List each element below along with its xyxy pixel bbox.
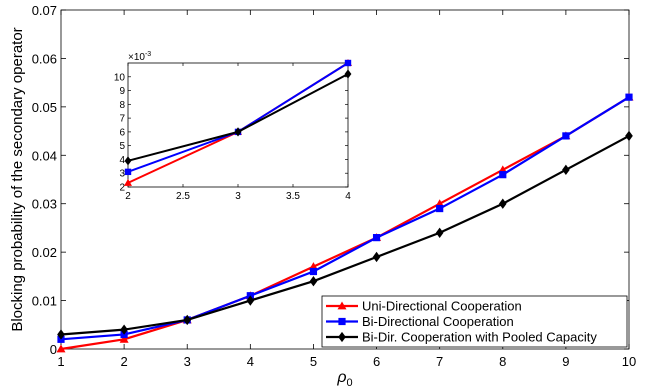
inset-y-tick-label: 5: [119, 141, 125, 152]
axis-labels: Blocking probability of the secondary op…: [9, 27, 353, 387]
data-point: [183, 314, 192, 326]
x-tick-label: 6: [373, 354, 380, 369]
x-tick-label: 7: [436, 354, 443, 369]
data-point: [120, 324, 128, 335]
data-point: [625, 93, 633, 101]
inset-x-tick-label: 2.5: [176, 191, 190, 202]
series-line: [60, 96, 630, 351]
data-point: [436, 204, 444, 213]
data-point: [56, 344, 66, 353]
inset-series-diamond: [124, 69, 352, 166]
inset-x-tick-label: 3.5: [286, 191, 300, 202]
legend: Uni-Directional CooperationBi-Directiona…: [321, 295, 628, 348]
x-tick-label: 4: [247, 354, 254, 369]
x-tick-label: 1: [57, 354, 64, 369]
y-tick-label: 0.01: [32, 294, 57, 309]
inset-y-tick-label: 7: [119, 114, 125, 125]
data-point: [246, 295, 255, 306]
y-tick-label: 0: [50, 342, 57, 357]
data-point: [119, 334, 129, 343]
series-diamond: [57, 130, 633, 340]
x-axis-label: ρ0: [336, 369, 352, 387]
inset-x-tick-label: 4: [345, 191, 351, 202]
inset-y-tick-label: 2: [119, 183, 125, 194]
legend-box: [321, 295, 628, 348]
inset-y-tick-label: 3: [119, 169, 125, 180]
inset-data-point: [124, 156, 132, 166]
x-tick-label: 8: [499, 354, 506, 369]
inset-x-tick-label: 3: [235, 191, 241, 202]
legend-label: Uni-Directional Cooperation: [362, 299, 522, 314]
series-line: [60, 134, 630, 336]
inset-x-tick-label: 2: [125, 191, 131, 202]
legend-label: Bi-Dir. Cooperation with Pooled Capacity: [362, 330, 597, 345]
inset-exponent-label: ×10-3: [128, 51, 151, 63]
inset-y-tick-label: 6: [119, 127, 125, 138]
inset-data-point: [344, 59, 352, 67]
y-tick-label: 0.07: [32, 3, 57, 18]
data-point: [309, 276, 318, 287]
data-point: [435, 227, 444, 238]
x-tick-label: 5: [310, 354, 317, 369]
y-tick-label: 0.04: [32, 148, 57, 163]
inset-y-tick-label: 9: [119, 86, 125, 97]
x-tick-label: 9: [562, 354, 569, 369]
x-tick-label: 10: [622, 354, 636, 369]
data-point: [498, 198, 507, 209]
legend-entry: Uni-Directional Cooperation: [326, 299, 522, 314]
inset-data-point: [234, 127, 242, 137]
data-point: [372, 234, 381, 242]
data-point: [57, 329, 65, 340]
inset-y-tick-label: 8: [119, 100, 125, 111]
x-tick-label: 2: [120, 354, 127, 369]
legend-entry: Bi-Dir. Cooperation with Pooled Capacity: [326, 330, 597, 345]
legend-label: Bi-Directional Cooperation: [362, 314, 514, 329]
inset-data-point: [124, 168, 132, 176]
legend-marker: [338, 331, 346, 343]
inset-data-point: [344, 69, 352, 79]
inset-y-tick-label: 4: [119, 155, 125, 166]
legend-marker: [338, 317, 346, 326]
data-point: [625, 130, 633, 142]
y-tick-label: 0.06: [32, 51, 57, 66]
data-point: [372, 251, 381, 263]
legend-marker: [337, 301, 347, 310]
y-tick-label: 0.03: [32, 197, 57, 212]
inset-data-point: [124, 178, 132, 186]
data-point: [499, 171, 507, 179]
legend-entry: Bi-Directional Cooperation: [326, 314, 514, 329]
y-tick-label: 0.05: [32, 100, 57, 115]
data-point: [309, 267, 318, 276]
y-tick-label: 0.02: [32, 245, 57, 260]
series-line: [60, 96, 630, 341]
x-tick-label: 3: [184, 354, 191, 369]
inset-y-tick-label: 10: [114, 72, 126, 83]
data-point: [562, 164, 570, 175]
y-axis-label: Blocking probability of the secondary op…: [9, 27, 26, 331]
data-point: [562, 132, 570, 140]
